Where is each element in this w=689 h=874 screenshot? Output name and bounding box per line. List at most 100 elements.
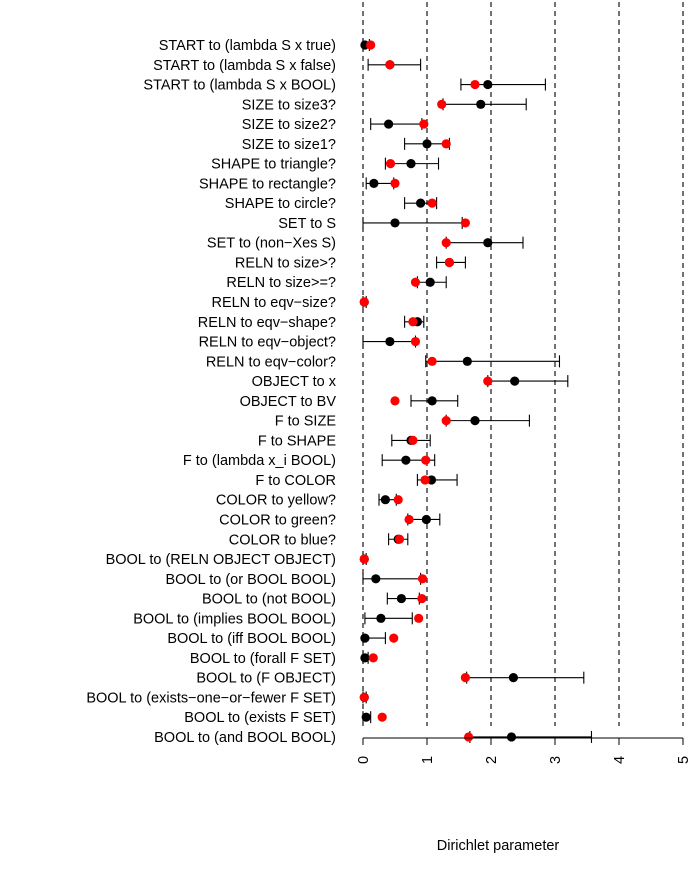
black-point (422, 139, 432, 149)
red-point (420, 475, 430, 485)
category-label: START to (lambda S x BOOL) (143, 78, 336, 94)
black-point (396, 593, 406, 604)
red-point (366, 40, 376, 50)
red-point (359, 554, 369, 564)
black-point (360, 653, 370, 663)
red-point (444, 257, 454, 268)
category-label: SET to (non−Xes S) (207, 236, 336, 252)
grid-layer (362, 2, 684, 726)
category-label: COLOR to green? (219, 512, 336, 528)
category-label: COLOR to blue? (229, 532, 336, 548)
category-label: BOOL to (implies BOOL BOOL) (133, 611, 336, 627)
category-label: SIZE to size2? (242, 117, 336, 133)
red-point (390, 396, 400, 406)
x-axis: 0 1 2 3 4 5 (356, 737, 689, 764)
category-label: BOOL to (exists F SET) (184, 710, 336, 726)
x-tick-label-4: 4 (612, 756, 628, 764)
x-tick-label-3: 3 (548, 756, 564, 764)
black-point (360, 633, 370, 643)
category-label: RELN to eqv−color? (206, 354, 336, 370)
marks-layer (359, 39, 593, 743)
red-point (437, 99, 447, 109)
category-label: START to (lambda S x true) (159, 38, 336, 54)
black-point (371, 574, 381, 584)
red-point (441, 238, 451, 248)
red-point (359, 297, 369, 307)
red-point (368, 653, 378, 663)
red-point (408, 317, 418, 327)
category-label: RELN to eqv−object? (199, 335, 336, 351)
red-point (417, 574, 428, 584)
category-label: F to COLOR (255, 473, 336, 489)
category-label: RELN to eqv−shape? (198, 315, 336, 331)
red-point (414, 613, 424, 623)
red-point (441, 139, 451, 149)
category-label: F to (lambda x_i BOOL) (183, 453, 336, 469)
category-label: OBJECT to BV (240, 394, 337, 410)
x-tick-label-0: 0 (356, 756, 372, 764)
red-point (389, 633, 399, 643)
category-label: RELN to eqv−size? (211, 295, 336, 311)
black-point (406, 159, 416, 169)
category-label: RELN to size>? (235, 255, 336, 271)
red-point (421, 455, 431, 465)
black-point (462, 356, 472, 366)
red-point (393, 495, 403, 505)
red-point (385, 159, 396, 169)
red-point (359, 692, 369, 703)
black-point (470, 416, 480, 426)
black-point (425, 277, 435, 287)
category-label: BOOL to (RELN OBJECT OBJECT) (106, 552, 336, 568)
category-label: SHAPE to triangle? (211, 157, 336, 173)
black-point (426, 475, 437, 485)
red-point (464, 732, 474, 742)
red-point (410, 277, 421, 287)
red-point (410, 336, 421, 347)
category-label: BOOL to (or BOOL BOOL) (165, 572, 336, 588)
black-point (380, 495, 390, 505)
black-point (506, 732, 517, 742)
black-point (361, 712, 371, 722)
x-axis-label: Dirichlet parameter (437, 838, 560, 854)
black-point (483, 238, 493, 248)
red-point (377, 712, 387, 722)
category-label: BOOL to (and BOOL BOOL) (154, 730, 336, 746)
red-point (427, 198, 437, 208)
category-label: BOOL to (F OBJECT) (196, 671, 336, 687)
black-point (369, 178, 379, 188)
category-label: COLOR to yellow? (216, 493, 336, 509)
category-label: SIZE to size3? (242, 97, 336, 113)
category-label: BOOL to (not BOOL) (202, 592, 336, 608)
category-label: F to SIZE (275, 414, 337, 430)
black-point (385, 336, 395, 347)
black-point (483, 79, 493, 90)
x-tick-label-5: 5 (676, 756, 689, 764)
black-point (476, 99, 486, 109)
red-point (394, 534, 405, 544)
black-point (510, 376, 520, 386)
red-point (441, 416, 451, 426)
category-label: F to SHAPE (258, 433, 336, 449)
red-point (390, 178, 400, 188)
category-label: BOOL to (forall F SET) (190, 651, 336, 667)
black-point (421, 514, 431, 525)
black-point (390, 218, 400, 228)
red-point (460, 218, 470, 228)
red-point (427, 356, 437, 366)
category-label: RELN to size>=? (226, 275, 336, 291)
x-tick-label-2: 2 (484, 756, 500, 764)
red-point (404, 514, 414, 525)
category-label: SIZE to size1? (242, 137, 336, 153)
red-point (419, 119, 429, 129)
category-labels: START to (lambda S x true) START to (lamb… (86, 38, 336, 746)
category-label: START to (lambda S x false) (153, 58, 336, 74)
x-tick-label-1: 1 (420, 756, 436, 764)
red-point (483, 376, 493, 386)
category-label: SET to S (278, 216, 336, 232)
black-point (376, 613, 386, 623)
black-point (401, 455, 411, 465)
red-point (417, 593, 427, 604)
red-point (470, 79, 480, 90)
category-label: SHAPE to circle? (225, 196, 336, 212)
